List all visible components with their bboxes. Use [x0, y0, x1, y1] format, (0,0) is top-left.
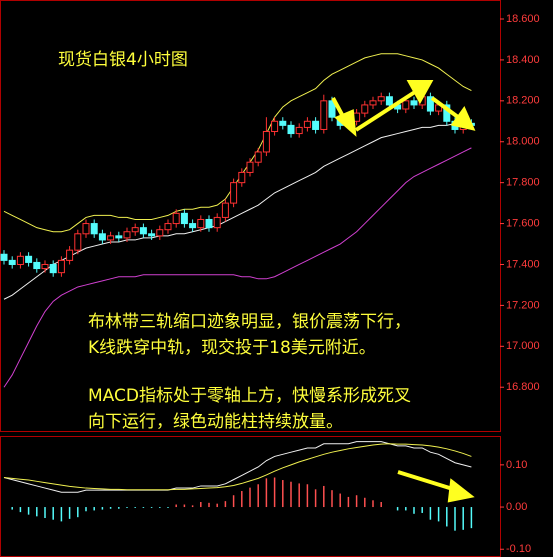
annotation: 布林带三轨缩口迹象明显，银价震荡下行， — [88, 312, 411, 332]
y-tick-label: 16.800 — [506, 381, 540, 393]
y-tick-label: 17.800 — [506, 177, 540, 189]
arrow — [430, 96, 464, 122]
line — [3, 120, 472, 300]
chart-title: 现货白银4小时图 — [58, 50, 188, 70]
candle-body — [197, 218, 205, 229]
line — [3, 441, 472, 493]
main-panel — [0, 0, 501, 432]
line — [3, 53, 472, 233]
candle-body — [139, 227, 147, 235]
candle-body — [49, 263, 57, 274]
candle-body — [180, 212, 188, 225]
candle-body — [16, 255, 24, 265]
candle-body — [377, 96, 385, 102]
y-tick-label: 17.400 — [506, 258, 540, 270]
plot-area: 16.800 17.000 17.200 17.400 17.600 17.800 18.0… — [0, 13, 540, 555]
candle-body — [57, 259, 65, 274]
line — [3, 443, 472, 491]
y-tick-label: 18.000 — [506, 136, 540, 148]
candle-body — [25, 255, 33, 263]
candle-body — [41, 263, 49, 270]
candle-body — [221, 202, 229, 218]
candle-body — [33, 261, 41, 270]
y-tick-label: 17.200 — [506, 299, 540, 311]
candle-body — [320, 100, 328, 130]
candle-body — [123, 231, 131, 239]
arrow — [354, 88, 420, 132]
y-tick-label: 18.400 — [506, 54, 540, 66]
candle-body — [8, 259, 16, 265]
candle-body — [287, 124, 295, 135]
y-tick-label: 18.200 — [506, 95, 540, 107]
candle-body — [361, 104, 369, 114]
candle-body — [295, 126, 303, 135]
y-tick-label: 18.600 — [506, 13, 540, 25]
candle-body — [213, 216, 221, 229]
candle-body — [164, 223, 172, 231]
candle-body — [98, 233, 106, 241]
arrow-head — [447, 478, 475, 503]
candle-body — [230, 182, 238, 204]
candle-body — [271, 120, 279, 133]
y-tick-label: -0.10 — [506, 543, 531, 555]
annotation: MACD指标处于零轴上方，快慢系形成死叉 — [88, 385, 411, 406]
arrows — [331, 80, 476, 503]
candle-body — [328, 100, 336, 118]
candle-body — [369, 100, 377, 106]
candle-body — [246, 161, 254, 173]
line — [3, 147, 472, 388]
candle-body — [156, 229, 164, 237]
candle-body — [82, 223, 90, 235]
arrow — [397, 470, 457, 492]
candle-body — [0, 253, 8, 261]
candle-body — [148, 233, 156, 237]
candle-body — [90, 223, 98, 235]
arrow-head — [450, 105, 476, 131]
candle-body — [205, 218, 213, 229]
annotation: 向下运行，绿色动能柱持续放量。 — [88, 412, 343, 432]
candle-body — [107, 235, 115, 241]
candle-body — [66, 249, 74, 261]
candle-body — [262, 131, 270, 153]
candle-body — [131, 227, 139, 233]
candle-body — [115, 235, 123, 239]
y-tick-label: 17.600 — [506, 217, 540, 229]
candle-body — [279, 120, 287, 126]
arrow-head — [406, 80, 434, 105]
candle-body — [238, 171, 246, 184]
candle-body — [385, 96, 393, 106]
y-tick-label: 17.000 — [506, 340, 540, 352]
y-tick-label: 0.10 — [506, 459, 527, 471]
candle-body — [254, 151, 262, 163]
candle-body — [303, 120, 311, 128]
y-tick-label: 0.00 — [506, 501, 527, 513]
arrow-head — [334, 109, 357, 137]
candle-body — [410, 100, 418, 106]
annotation: K线跌穿中轨，现交投于18美元附近。 — [88, 338, 376, 358]
candle-body — [74, 233, 82, 251]
candle-body — [312, 120, 320, 130]
candle-body — [402, 100, 410, 110]
candle-body — [426, 96, 434, 112]
candle-body — [172, 212, 180, 225]
candle-body — [189, 223, 197, 229]
